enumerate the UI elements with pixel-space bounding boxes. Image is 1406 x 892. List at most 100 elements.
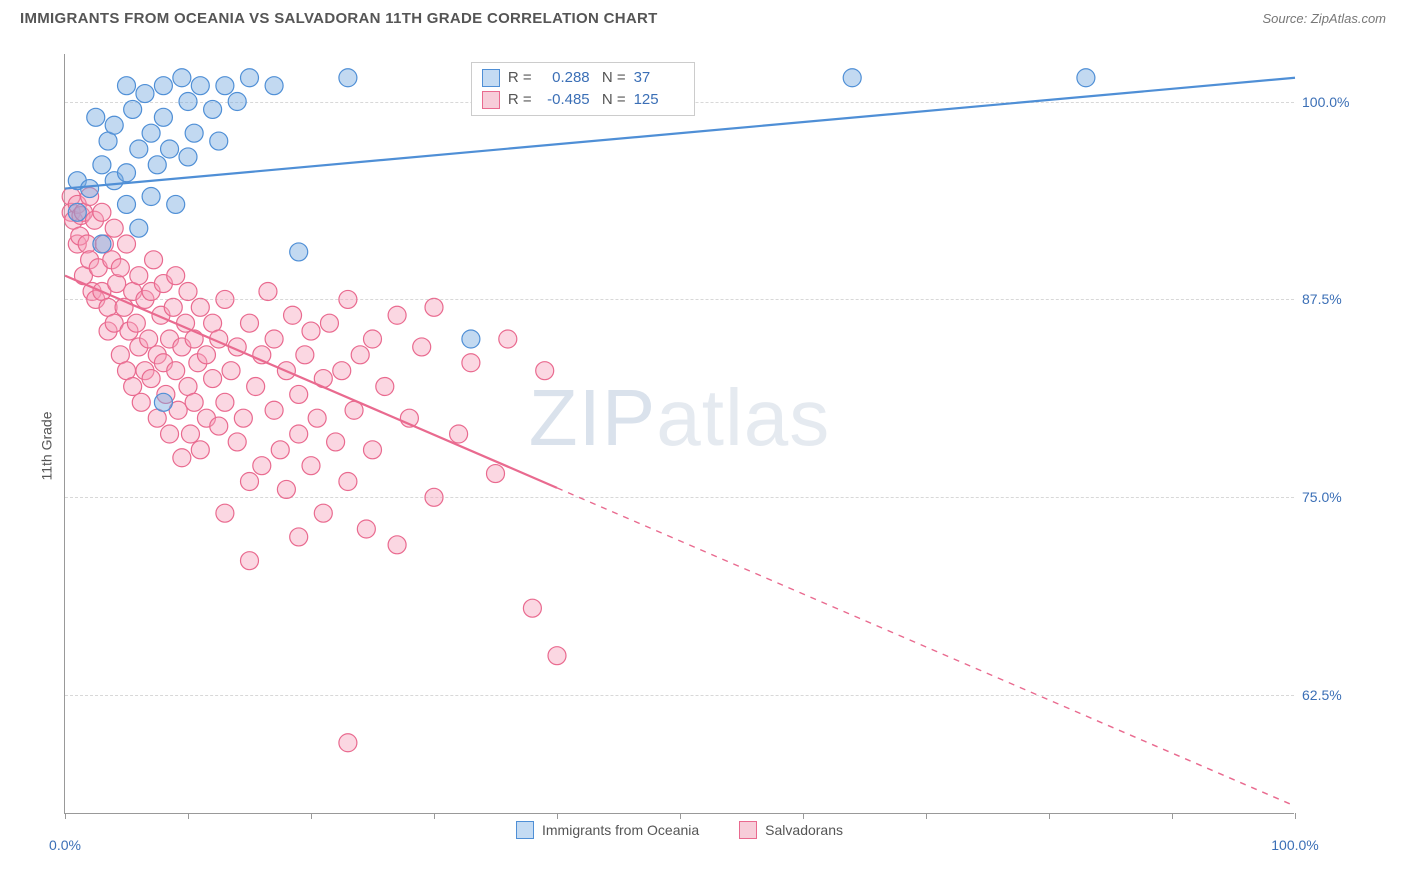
data-point	[290, 243, 308, 261]
data-point	[241, 552, 259, 570]
x-tick	[803, 813, 804, 819]
data-point	[241, 473, 259, 491]
stats-n-label: N =	[598, 89, 626, 111]
data-point	[173, 449, 191, 467]
data-point	[320, 314, 338, 332]
data-point	[105, 116, 123, 134]
data-point	[339, 734, 357, 752]
x-tick	[926, 813, 927, 819]
y-tick-label: 100.0%	[1302, 94, 1382, 110]
data-point	[191, 441, 209, 459]
data-point	[181, 425, 199, 443]
data-point	[179, 93, 197, 111]
chart-header: IMMIGRANTS FROM OCEANIA VS SALVADORAN 11…	[0, 0, 1406, 35]
data-point	[136, 85, 154, 103]
data-point	[222, 362, 240, 380]
data-point	[130, 219, 148, 237]
data-point	[87, 108, 105, 126]
x-tick-label: 100.0%	[1271, 837, 1318, 853]
data-point	[118, 235, 136, 253]
stats-n-value: 37	[634, 67, 684, 89]
data-point	[124, 378, 142, 396]
data-point	[234, 409, 252, 427]
plot-area: ZIPatlas R =0.288 N =37R =-0.485 N =125 …	[64, 54, 1294, 814]
data-point	[148, 156, 166, 174]
correlation-stats-box: R = 0.288 N = 37R = -0.485 N = 125	[471, 62, 695, 116]
stats-n-label: N =	[598, 67, 626, 89]
x-tick	[188, 813, 189, 819]
data-point	[450, 425, 468, 443]
source-attribution: Source: ZipAtlas.com	[1262, 11, 1386, 26]
data-point	[536, 362, 554, 380]
plot-svg	[65, 54, 1294, 813]
x-tick-label: 0.0%	[49, 837, 81, 853]
data-point	[167, 362, 185, 380]
data-point	[339, 69, 357, 87]
legend-label: Immigrants from Oceania	[542, 822, 699, 838]
stats-row: R = 0.288 N = 37	[482, 67, 684, 89]
data-point	[302, 457, 320, 475]
data-point	[259, 283, 277, 301]
data-point	[247, 378, 265, 396]
legend-swatch	[516, 821, 534, 839]
data-point	[388, 536, 406, 554]
data-point	[388, 306, 406, 324]
chart-title: IMMIGRANTS FROM OCEANIA VS SALVADORAN 11…	[20, 10, 658, 27]
data-point	[271, 441, 289, 459]
stats-r-label: R =	[508, 67, 532, 89]
data-point	[228, 93, 246, 111]
data-point	[302, 322, 320, 340]
chart-container: 11th Grade ZIPatlas R =0.288 N =37R =-0.…	[50, 46, 1386, 846]
data-point	[548, 647, 566, 665]
legend-item: Salvadorans	[739, 821, 843, 839]
data-point	[216, 393, 234, 411]
stats-row: R =-0.485 N =125	[482, 89, 684, 111]
data-point	[132, 393, 150, 411]
x-tick	[1049, 813, 1050, 819]
data-point	[843, 69, 861, 87]
data-point	[142, 370, 160, 388]
data-point	[284, 306, 302, 324]
x-tick	[434, 813, 435, 819]
data-point	[118, 77, 136, 95]
data-point	[124, 100, 142, 118]
data-point	[253, 457, 271, 475]
data-point	[130, 267, 148, 285]
data-point	[118, 164, 136, 182]
data-point	[179, 283, 197, 301]
data-point	[413, 338, 431, 356]
data-point	[339, 473, 357, 491]
data-point	[108, 275, 126, 293]
stats-r-value: 0.288	[540, 67, 590, 89]
data-point	[140, 330, 158, 348]
data-point	[68, 203, 86, 221]
data-point	[216, 77, 234, 95]
series-swatch	[482, 69, 500, 87]
stats-n-value: 125	[634, 89, 684, 111]
data-point	[191, 77, 209, 95]
x-tick	[311, 813, 312, 819]
data-point	[127, 314, 145, 332]
data-point	[210, 417, 228, 435]
data-point	[185, 330, 203, 348]
data-point	[308, 409, 326, 427]
data-point	[118, 195, 136, 213]
data-point	[105, 219, 123, 237]
data-point	[327, 433, 345, 451]
data-point	[364, 441, 382, 459]
x-tick	[65, 813, 66, 819]
data-point	[339, 290, 357, 308]
data-point	[333, 362, 351, 380]
data-point	[265, 330, 283, 348]
data-point	[265, 77, 283, 95]
data-point	[216, 504, 234, 522]
x-tick	[1295, 813, 1296, 819]
legend-label: Salvadorans	[765, 822, 843, 838]
stats-r-value: -0.485	[540, 89, 590, 111]
data-point	[462, 330, 480, 348]
data-point	[142, 188, 160, 206]
data-point	[142, 124, 160, 142]
data-point	[167, 267, 185, 285]
data-point	[167, 195, 185, 213]
data-point	[425, 298, 443, 316]
